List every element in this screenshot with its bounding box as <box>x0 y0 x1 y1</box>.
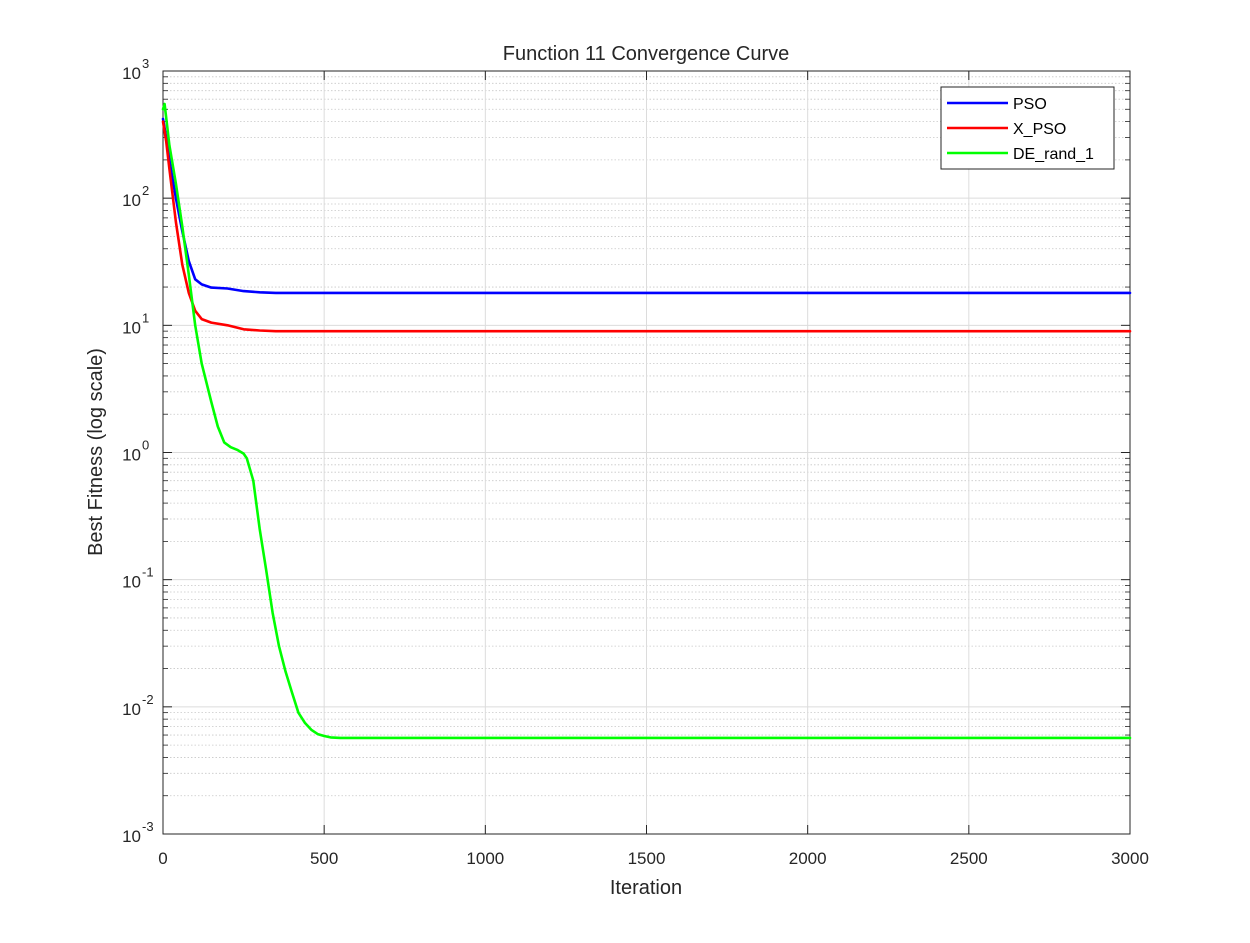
legend-label: DE_rand_1 <box>1013 146 1094 163</box>
y-tick-label: 100 <box>122 438 149 465</box>
legend: PSO X_PSO DE_rand_1 <box>940 86 1115 170</box>
x-tick-label: 500 <box>310 849 338 868</box>
x-tick-label: 0 <box>158 849 167 868</box>
x-tick-label: 2500 <box>950 849 988 868</box>
x-tick-label: 1000 <box>466 849 504 868</box>
legend-label: PSO <box>1013 96 1047 113</box>
y-tick-label: 10-3 <box>122 819 153 846</box>
x-tick-label: 1500 <box>628 849 666 868</box>
y-tick-label: 101 <box>122 310 149 337</box>
y-tick-label: 102 <box>122 183 149 210</box>
y-tick-label: 10-1 <box>122 565 153 592</box>
y-axis-title: Best Fitness (log scale) <box>85 348 107 556</box>
x-tick-label: 3000 <box>1111 849 1149 868</box>
y-tick-label: 10-2 <box>122 692 153 719</box>
x-tick-label: 2000 <box>789 849 827 868</box>
series-line-pso <box>161 117 1132 295</box>
legend-label: X_PSO <box>1013 121 1066 138</box>
series-line-de-rand-1 <box>161 102 1132 740</box>
chart-title: Function 11 Convergence Curve <box>503 43 789 65</box>
x-axis-title: Iteration <box>610 877 682 899</box>
y-tick-label: 103 <box>122 56 149 83</box>
series-line-x-pso <box>161 120 1132 333</box>
